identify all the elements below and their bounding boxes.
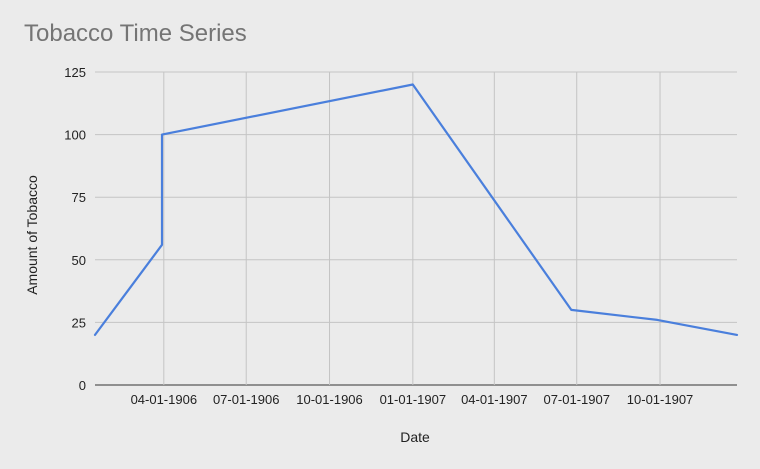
x-tick-label: 01-01-1907: [380, 392, 447, 407]
y-tick-label: 100: [64, 128, 86, 143]
series-lines: [93, 83, 739, 336]
y-tick-label: 50: [72, 253, 86, 268]
x-axis-label: Date: [400, 429, 430, 445]
y-tick-label: 0: [79, 378, 86, 393]
x-tick-label: 07-01-1906: [213, 392, 280, 407]
y-tick-labels: 0 25 50 75 100 125: [64, 65, 86, 393]
y-tick-label: 125: [64, 65, 86, 80]
series-line: [93, 83, 739, 336]
x-tick-label: 04-01-1907: [461, 392, 528, 407]
x-tick-label: 10-01-1906: [296, 392, 363, 407]
x-tick-label: 04-01-1906: [131, 392, 198, 407]
chart-title: Tobacco Time Series: [24, 20, 247, 47]
y-tick-label: 75: [72, 190, 86, 205]
x-tick-label: 07-01-1907: [543, 392, 610, 407]
x-tick-labels: 04-01-1906 07-01-1906 10-01-1906 01-01-1907…: [131, 392, 694, 407]
grid-lines: [95, 71, 737, 386]
y-tick-label: 25: [72, 315, 86, 330]
x-tick-label: 10-01-1907: [627, 392, 694, 407]
